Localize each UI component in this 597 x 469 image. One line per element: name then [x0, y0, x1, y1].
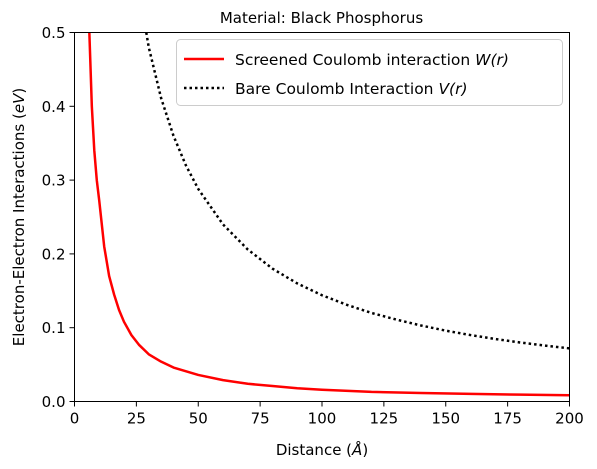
- y-axis-label-suffix: ): [10, 88, 28, 94]
- x-tick-label: 50: [189, 410, 208, 428]
- legend-label-screened-name: Screened Coulomb interaction: [235, 51, 470, 69]
- x-tick-label: 0: [70, 410, 80, 428]
- chart-title: Material: Black Phosphorus: [220, 9, 424, 27]
- y-axis-label-prefix: Electron-Electron Interactions (: [10, 113, 28, 346]
- y-tick-label: 0.5: [42, 24, 66, 42]
- x-tick-label: 150: [431, 410, 460, 428]
- legend-label-bare-name: Bare Coulomb Interaction: [235, 80, 434, 98]
- legend: Screened Coulomb interaction W(r) Bare C…: [176, 39, 563, 106]
- series-line-screened: [88, 32, 570, 397]
- x-tick-label: 75: [251, 410, 270, 428]
- x-tick-label: 125: [370, 410, 399, 428]
- legend-label-bare-symbol: V(r): [438, 80, 467, 98]
- y-tick-label: 0.2: [42, 245, 66, 263]
- series-line-bare: [145, 32, 570, 350]
- x-axis-label-symbol: Å: [351, 440, 362, 459]
- legend-box: [176, 39, 563, 106]
- x-axis-label-suffix: ): [362, 441, 368, 459]
- x-axis-label-prefix: Distance (: [276, 441, 352, 459]
- y-axis-label-symbol: eV: [10, 92, 28, 113]
- y-tick-label: 0.3: [42, 172, 66, 190]
- legend-label-screened: Screened Coulomb interaction W(r): [235, 51, 509, 69]
- y-tick-label: 0.0: [42, 393, 66, 411]
- x-axis: 0 25 50 75 100 125 150 175 200: [70, 401, 584, 428]
- x-tick-label: 100: [308, 410, 337, 428]
- y-axis-label: Electron-Electron Interactions (eV): [10, 88, 28, 346]
- plot-area: [88, 32, 570, 397]
- legend-label-screened-symbol: W(r): [475, 51, 509, 69]
- y-axis: 0.0 0.1 0.2 0.3 0.4 0.5: [42, 24, 75, 411]
- x-tick-label: 200: [555, 410, 584, 428]
- legend-label-bare: Bare Coulomb Interaction V(r): [235, 80, 468, 98]
- y-tick-label: 0.1: [42, 319, 66, 337]
- y-tick-label: 0.4: [42, 98, 66, 116]
- x-tick-label: 25: [127, 410, 146, 428]
- x-tick-label: 175: [493, 410, 522, 428]
- x-axis-label: Distance (Å): [276, 440, 368, 459]
